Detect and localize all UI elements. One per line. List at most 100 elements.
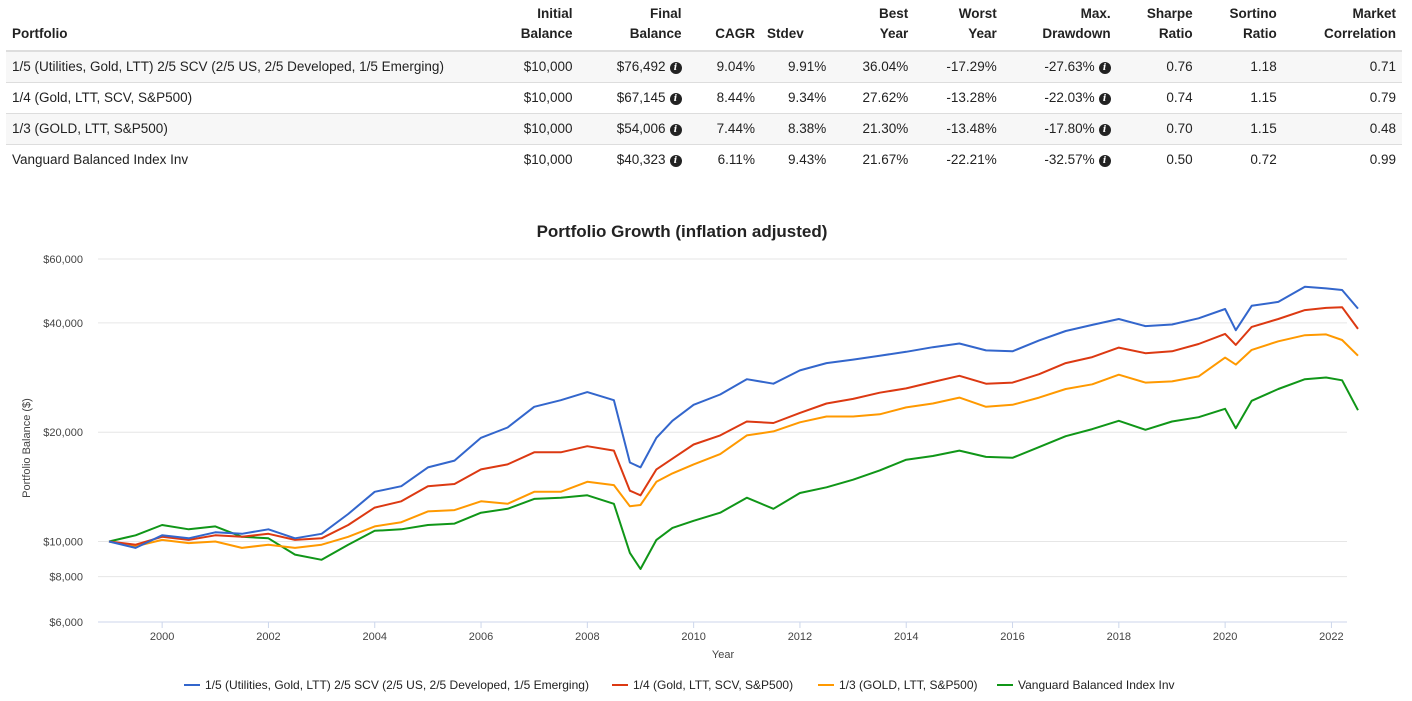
market-correlation: 0.99 bbox=[1369, 152, 1396, 167]
sharpe-ratio: 0.70 bbox=[1116, 113, 1199, 145]
market-correlation: 0.48 bbox=[1282, 113, 1402, 145]
x-axis-label: Year bbox=[712, 649, 735, 661]
legend-entry: 1/5 (Utilities, Gold, LTT) 2/5 SCV (2/5 … bbox=[205, 678, 589, 692]
info-icon[interactable]: i bbox=[669, 62, 682, 74]
best-year: 21.30% bbox=[832, 113, 915, 145]
sortino-ratio: 1.15 bbox=[1198, 113, 1283, 145]
y-tick-label: $6,000 bbox=[49, 617, 83, 629]
x-tick-label: 2002 bbox=[256, 631, 280, 643]
best-year: 27.62% bbox=[832, 82, 915, 114]
market-correlation: 0.79 bbox=[1282, 82, 1402, 114]
legend-entry: 1/3 (GOLD, LTT, S&P500) bbox=[839, 678, 978, 692]
x-tick-label: 2020 bbox=[1213, 631, 1237, 643]
series-line bbox=[108, 306, 1359, 546]
info-icon[interactable]: i bbox=[1098, 124, 1111, 136]
cagr: 9.04% bbox=[687, 51, 761, 83]
sortino-ratio: 1.15 bbox=[1198, 82, 1283, 114]
series-lines bbox=[108, 285, 1359, 570]
table-row: 1/4 (Gold, LTT, SCV, S&P500) $10,000 $67… bbox=[6, 82, 1402, 114]
final-balance: $54,006 bbox=[616, 121, 666, 136]
x-tick-label: 2018 bbox=[1107, 631, 1131, 643]
initial-balance: $10,000 bbox=[488, 82, 579, 114]
series-line bbox=[108, 376, 1359, 570]
info-icon[interactable]: i bbox=[1098, 93, 1111, 105]
header-initial-balance[interactable]: Initial Balance bbox=[488, 0, 579, 52]
y-tick-label: $60,000 bbox=[43, 254, 83, 266]
x-tick-label: 2014 bbox=[894, 631, 918, 643]
header-cagr[interactable]: CAGR bbox=[687, 0, 761, 52]
best-year: 36.04% bbox=[832, 51, 915, 83]
max-drawdown: -27.63% bbox=[1044, 59, 1095, 74]
initial-balance: $10,000 bbox=[488, 113, 579, 145]
x-axis: 2000 2002 2004 2006 2008 2010 2012 2014 2016 2018… bbox=[150, 622, 1344, 643]
header-max-drawdown[interactable]: Max. Drawdown bbox=[1002, 0, 1117, 52]
chart-title: Portfolio Growth (inflation adjusted) bbox=[537, 222, 828, 241]
portfolio-name: Vanguard Balanced Index Inv bbox=[12, 152, 189, 167]
initial-balance: $10,000 bbox=[523, 152, 573, 167]
sharpe-ratio: 0.50 bbox=[1166, 152, 1193, 167]
legend: 1/5 (Utilities, Gold, LTT) 2/5 SCV (2/5 … bbox=[184, 678, 1175, 692]
portfolio-name: 1/3 (GOLD, LTT, S&P500) bbox=[6, 113, 488, 145]
table-row: 1/5 (Utilities, Gold, LTT) 2/5 SCV (2/5 … bbox=[6, 51, 1402, 83]
cagr: 8.44% bbox=[687, 82, 761, 114]
y-tick-label: $40,000 bbox=[43, 318, 83, 330]
stdev: 8.38% bbox=[760, 113, 833, 145]
final-balance: $76,492 bbox=[616, 59, 666, 74]
final-balance-cell: $67,145 i bbox=[578, 82, 688, 114]
max-drawdown-cell: -32.57% i bbox=[1003, 145, 1117, 176]
y-tick-label: $10,000 bbox=[43, 536, 83, 548]
header-best-year[interactable]: Best Year bbox=[832, 0, 915, 52]
max-drawdown: -17.80% bbox=[1044, 121, 1095, 136]
worst-year: -13.48% bbox=[914, 113, 1003, 145]
x-tick-label: 2000 bbox=[150, 631, 174, 643]
x-tick-label: 2004 bbox=[363, 631, 387, 643]
header-market-correlation[interactable]: Market Correlation bbox=[1282, 0, 1402, 52]
sortino-ratio: 1.18 bbox=[1198, 51, 1283, 83]
x-tick-label: 2016 bbox=[1000, 631, 1024, 643]
table-row: Vanguard Balanced Index Inv $10,000 $40,… bbox=[6, 145, 1402, 176]
info-icon[interactable]: i bbox=[1098, 155, 1111, 167]
max-drawdown-cell: -22.03% i bbox=[1002, 82, 1117, 114]
stdev: 9.91% bbox=[760, 51, 833, 83]
y-axis-label: Portfolio Balance ($) bbox=[21, 398, 33, 498]
worst-year: -13.28% bbox=[914, 82, 1003, 114]
header-portfolio[interactable]: Portfolio bbox=[6, 0, 488, 52]
info-icon[interactable]: i bbox=[669, 124, 682, 136]
final-balance-cell: $76,492 i bbox=[578, 51, 688, 83]
header-sortino-ratio[interactable]: Sortino Ratio bbox=[1198, 0, 1283, 52]
final-balance-cell: $54,006 i bbox=[578, 113, 688, 145]
info-icon[interactable]: i bbox=[669, 155, 682, 167]
info-icon[interactable]: i bbox=[669, 93, 682, 105]
header-final-balance[interactable]: Final Balance bbox=[578, 0, 688, 52]
portfolio-growth-chart: Portfolio Growth (inflation adjusted) $6… bbox=[21, 222, 1359, 692]
header-stdev[interactable]: Stdev bbox=[760, 0, 833, 52]
stdev: 9.43% bbox=[788, 152, 827, 167]
legend-entry: Vanguard Balanced Index Inv bbox=[1018, 678, 1175, 692]
x-tick-label: 2012 bbox=[788, 631, 812, 643]
y-tick-label: $20,000 bbox=[43, 427, 83, 439]
initial-balance: $10,000 bbox=[488, 51, 579, 83]
worst-year: -22.21% bbox=[946, 152, 997, 167]
max-drawdown-cell: -27.63% i bbox=[1002, 51, 1117, 83]
final-balance: $67,145 bbox=[616, 90, 666, 105]
sortino-ratio: 0.72 bbox=[1250, 152, 1277, 167]
header-worst-year[interactable]: Worst Year bbox=[914, 0, 1003, 52]
max-drawdown: -22.03% bbox=[1044, 90, 1095, 105]
market-correlation: 0.71 bbox=[1282, 51, 1402, 83]
stdev: 9.34% bbox=[760, 82, 833, 114]
series-line bbox=[108, 333, 1359, 549]
table-header-row: Portfolio Initial Balance Final Balance CA… bbox=[6, 0, 1402, 52]
final-balance: $40,323 bbox=[616, 152, 666, 167]
cagr: 6.11% bbox=[717, 152, 755, 167]
sharpe-ratio: 0.76 bbox=[1116, 51, 1199, 83]
header-sharpe-ratio[interactable]: Sharpe Ratio bbox=[1116, 0, 1199, 52]
sharpe-ratio: 0.74 bbox=[1116, 82, 1199, 114]
worst-year: -17.29% bbox=[914, 51, 1003, 83]
portfolio-name: 1/5 (Utilities, Gold, LTT) 2/5 SCV (2/5 … bbox=[6, 51, 488, 83]
final-balance-cell: $40,323 i bbox=[579, 145, 688, 176]
info-icon[interactable]: i bbox=[1098, 62, 1111, 74]
y-tick-label: $8,000 bbox=[49, 572, 83, 584]
best-year: 21.67% bbox=[862, 152, 909, 167]
max-drawdown: -32.57% bbox=[1044, 152, 1095, 167]
cagr: 7.44% bbox=[687, 113, 761, 145]
